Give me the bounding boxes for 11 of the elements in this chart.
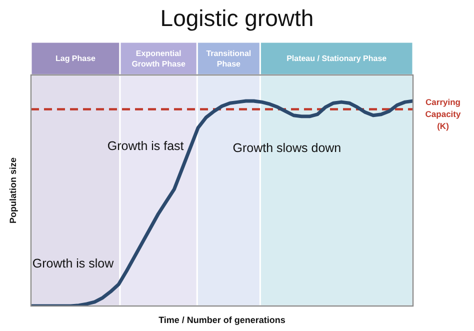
x-axis-title: Time / Number of generations (158, 315, 286, 325)
y-axis-title: Population size (8, 157, 18, 224)
text: Transitional Phase (206, 49, 252, 68)
ref-line-label: Carrying Capacity (K) (425, 97, 461, 132)
annotation: Growth is fast (107, 138, 184, 153)
annotation: Growth is slow (32, 256, 115, 271)
chart-title: Logistic growth (160, 5, 314, 31)
annotation: Growth slows down (232, 141, 342, 156)
text: Lag Phase (55, 54, 96, 63)
text: Plateau / Stationary Phase (286, 54, 388, 63)
text: Exponential Growth Phase (132, 49, 186, 68)
